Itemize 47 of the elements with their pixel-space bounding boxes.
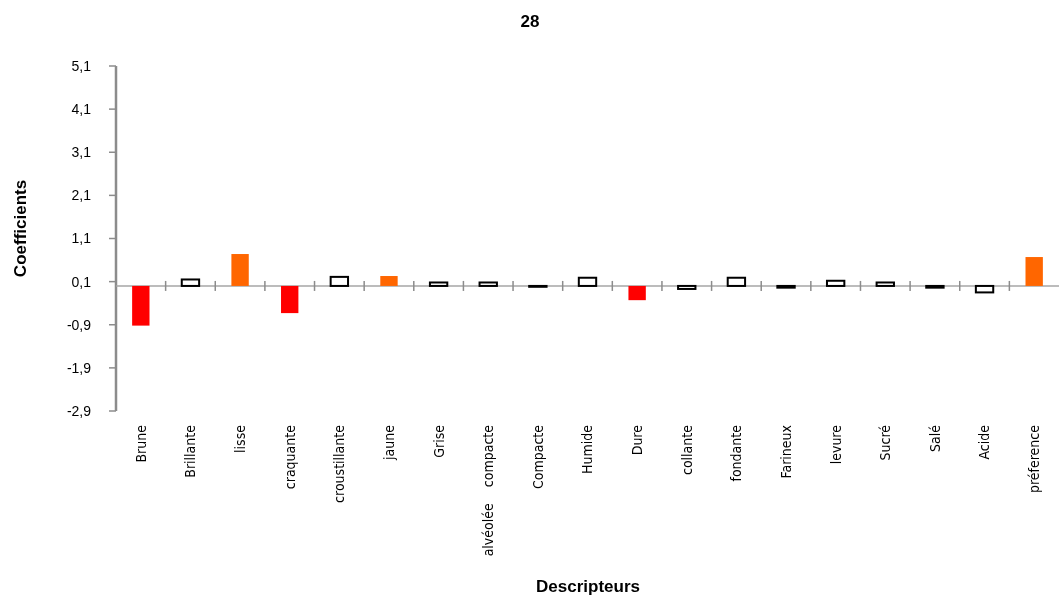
x-tick-label: préference (1026, 424, 1043, 494)
y-tick-label: -0,9 (66, 316, 92, 333)
x-tick-label: Sucré (877, 424, 894, 461)
bar (329, 275, 350, 287)
x-tick-label: Brune (132, 424, 149, 463)
x-tick-label: craquante (281, 424, 298, 490)
bar (428, 281, 449, 287)
x-tick-label: Compacte (529, 424, 546, 490)
x-tick-label: jaune (380, 424, 397, 461)
y-tick-label: 0,1 (71, 273, 92, 290)
y-tick-label: -1,9 (66, 359, 92, 376)
x-axis-title: Descripteurs (536, 577, 640, 596)
bar (677, 284, 697, 290)
chart-title: 28 (520, 12, 540, 31)
x-tick-label: lisse (231, 424, 248, 453)
bar (132, 285, 150, 326)
bar (628, 285, 646, 301)
y-tick-label: 1,1 (71, 230, 92, 247)
bar (825, 279, 846, 287)
x-tick-label: collante (678, 424, 695, 476)
y-tick-label: 5,1 (71, 57, 92, 74)
bar (281, 285, 299, 314)
bar (380, 276, 398, 286)
bar (974, 284, 995, 294)
x-tick-label: alvéolée compacte (480, 424, 497, 557)
x-tick-label: Brillante (182, 424, 199, 478)
bar (875, 281, 895, 287)
bar (577, 276, 598, 287)
x-tick-label: Acide (976, 424, 993, 460)
bar (726, 276, 747, 287)
bar (180, 278, 201, 287)
y-tick-label: 2,1 (71, 187, 92, 204)
bar (478, 281, 498, 287)
y-tick-label: 4,1 (71, 101, 92, 118)
x-tick-label: levure (827, 424, 844, 465)
x-tick-label: Farineux (777, 424, 794, 479)
x-tick-label: Grise (430, 424, 447, 458)
bar (1025, 257, 1043, 286)
x-tick-label: Humide (579, 424, 596, 474)
y-axis-title: Coefficients (11, 179, 30, 278)
x-tick-label: fondante (728, 424, 745, 482)
x-tick-label: Salé (926, 424, 943, 452)
y-tick-label: -2,9 (66, 402, 92, 419)
bar (231, 254, 249, 286)
x-tick-label: Dure (629, 424, 646, 456)
y-tick-label: 3,1 (71, 144, 92, 161)
x-tick-label: croustillante (331, 424, 348, 503)
